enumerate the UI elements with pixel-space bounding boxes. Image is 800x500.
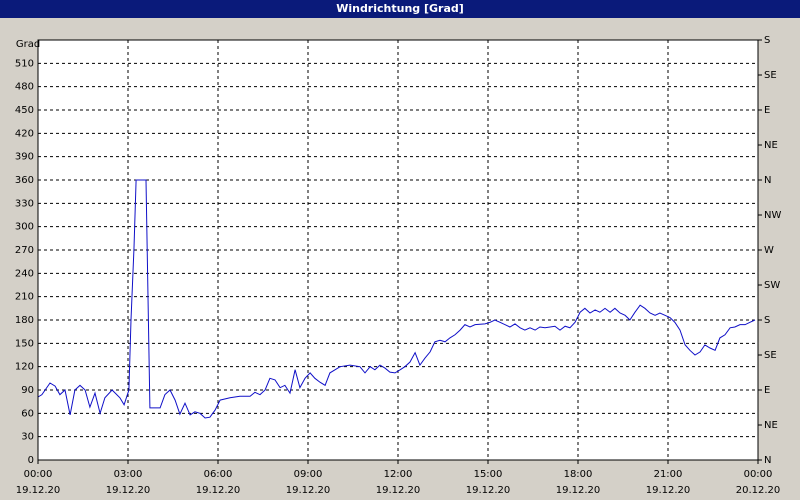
x-tick-date: 19.12.20 xyxy=(16,485,61,496)
x-tick-label: 21:00 xyxy=(654,469,683,480)
y-tick-label: 210 xyxy=(15,292,34,303)
y-tick-label: 420 xyxy=(15,128,34,139)
x-tick-label: 12:00 xyxy=(384,469,413,480)
x-tick-date: 19.12.20 xyxy=(556,485,601,496)
x-tick-date: 19.12.20 xyxy=(196,485,241,496)
y2-tick-label: E xyxy=(764,105,770,116)
y-tick-label: 180 xyxy=(15,315,34,326)
y2-tick-label: S xyxy=(764,315,770,326)
y2-tick-label: N xyxy=(764,175,771,186)
x-tick-label: 18:00 xyxy=(564,469,593,480)
y2-tick-label: E xyxy=(764,385,770,396)
y-axis-label: Grad xyxy=(16,39,40,50)
y-tick-label: 120 xyxy=(15,362,34,373)
y-tick-label: 0 xyxy=(28,455,34,466)
y-tick-label: 60 xyxy=(21,408,34,419)
y-tick-label: 30 xyxy=(21,432,34,443)
x-tick-date: 19.12.20 xyxy=(286,485,331,496)
x-tick-date: 19.12.20 xyxy=(466,485,511,496)
x-tick-label: 09:00 xyxy=(294,469,323,480)
y2-tick-label: N xyxy=(764,455,771,466)
y2-tick-label: W xyxy=(764,245,774,256)
y2-tick-label: SW xyxy=(764,280,780,291)
x-tick-label: 00:00 xyxy=(744,469,773,480)
y2-tick-label: SE xyxy=(764,70,777,81)
chart-title: Windrichtung [Grad] xyxy=(336,2,464,15)
title-bar xyxy=(0,0,800,18)
y-tick-label: 150 xyxy=(15,338,34,349)
y-tick-label: 360 xyxy=(15,175,34,186)
data-line xyxy=(37,179,756,419)
y-tick-label: 330 xyxy=(15,198,34,209)
y2-tick-label: S xyxy=(764,35,770,46)
y-tick-label: 240 xyxy=(15,268,34,279)
y-tick-label: 480 xyxy=(15,82,34,93)
x-tick-label: 15:00 xyxy=(474,469,503,480)
x-tick-date: 19.12.20 xyxy=(646,485,691,496)
y-tick-label: 510 xyxy=(15,58,34,69)
y2-tick-label: NE xyxy=(764,420,778,431)
x-tick-label: 03:00 xyxy=(114,469,143,480)
y-tick-label: 270 xyxy=(15,245,34,256)
x-tick-date: 20.12.20 xyxy=(736,485,781,496)
y2-tick-label: SE xyxy=(764,350,777,361)
y-tick-label: 450 xyxy=(15,105,34,116)
x-tick-date: 19.12.20 xyxy=(106,485,151,496)
x-tick-label: 06:00 xyxy=(204,469,233,480)
plot-frame xyxy=(37,39,759,461)
y2-tick-label: NW xyxy=(764,210,781,221)
y-tick-label: 300 xyxy=(15,222,34,233)
y2-tick-label: NE xyxy=(764,140,778,151)
y-tick-label: 90 xyxy=(21,385,34,396)
y-tick-label: 390 xyxy=(15,152,34,163)
x-tick-date: 19.12.20 xyxy=(376,485,421,496)
x-tick-label: 00:00 xyxy=(24,469,53,480)
